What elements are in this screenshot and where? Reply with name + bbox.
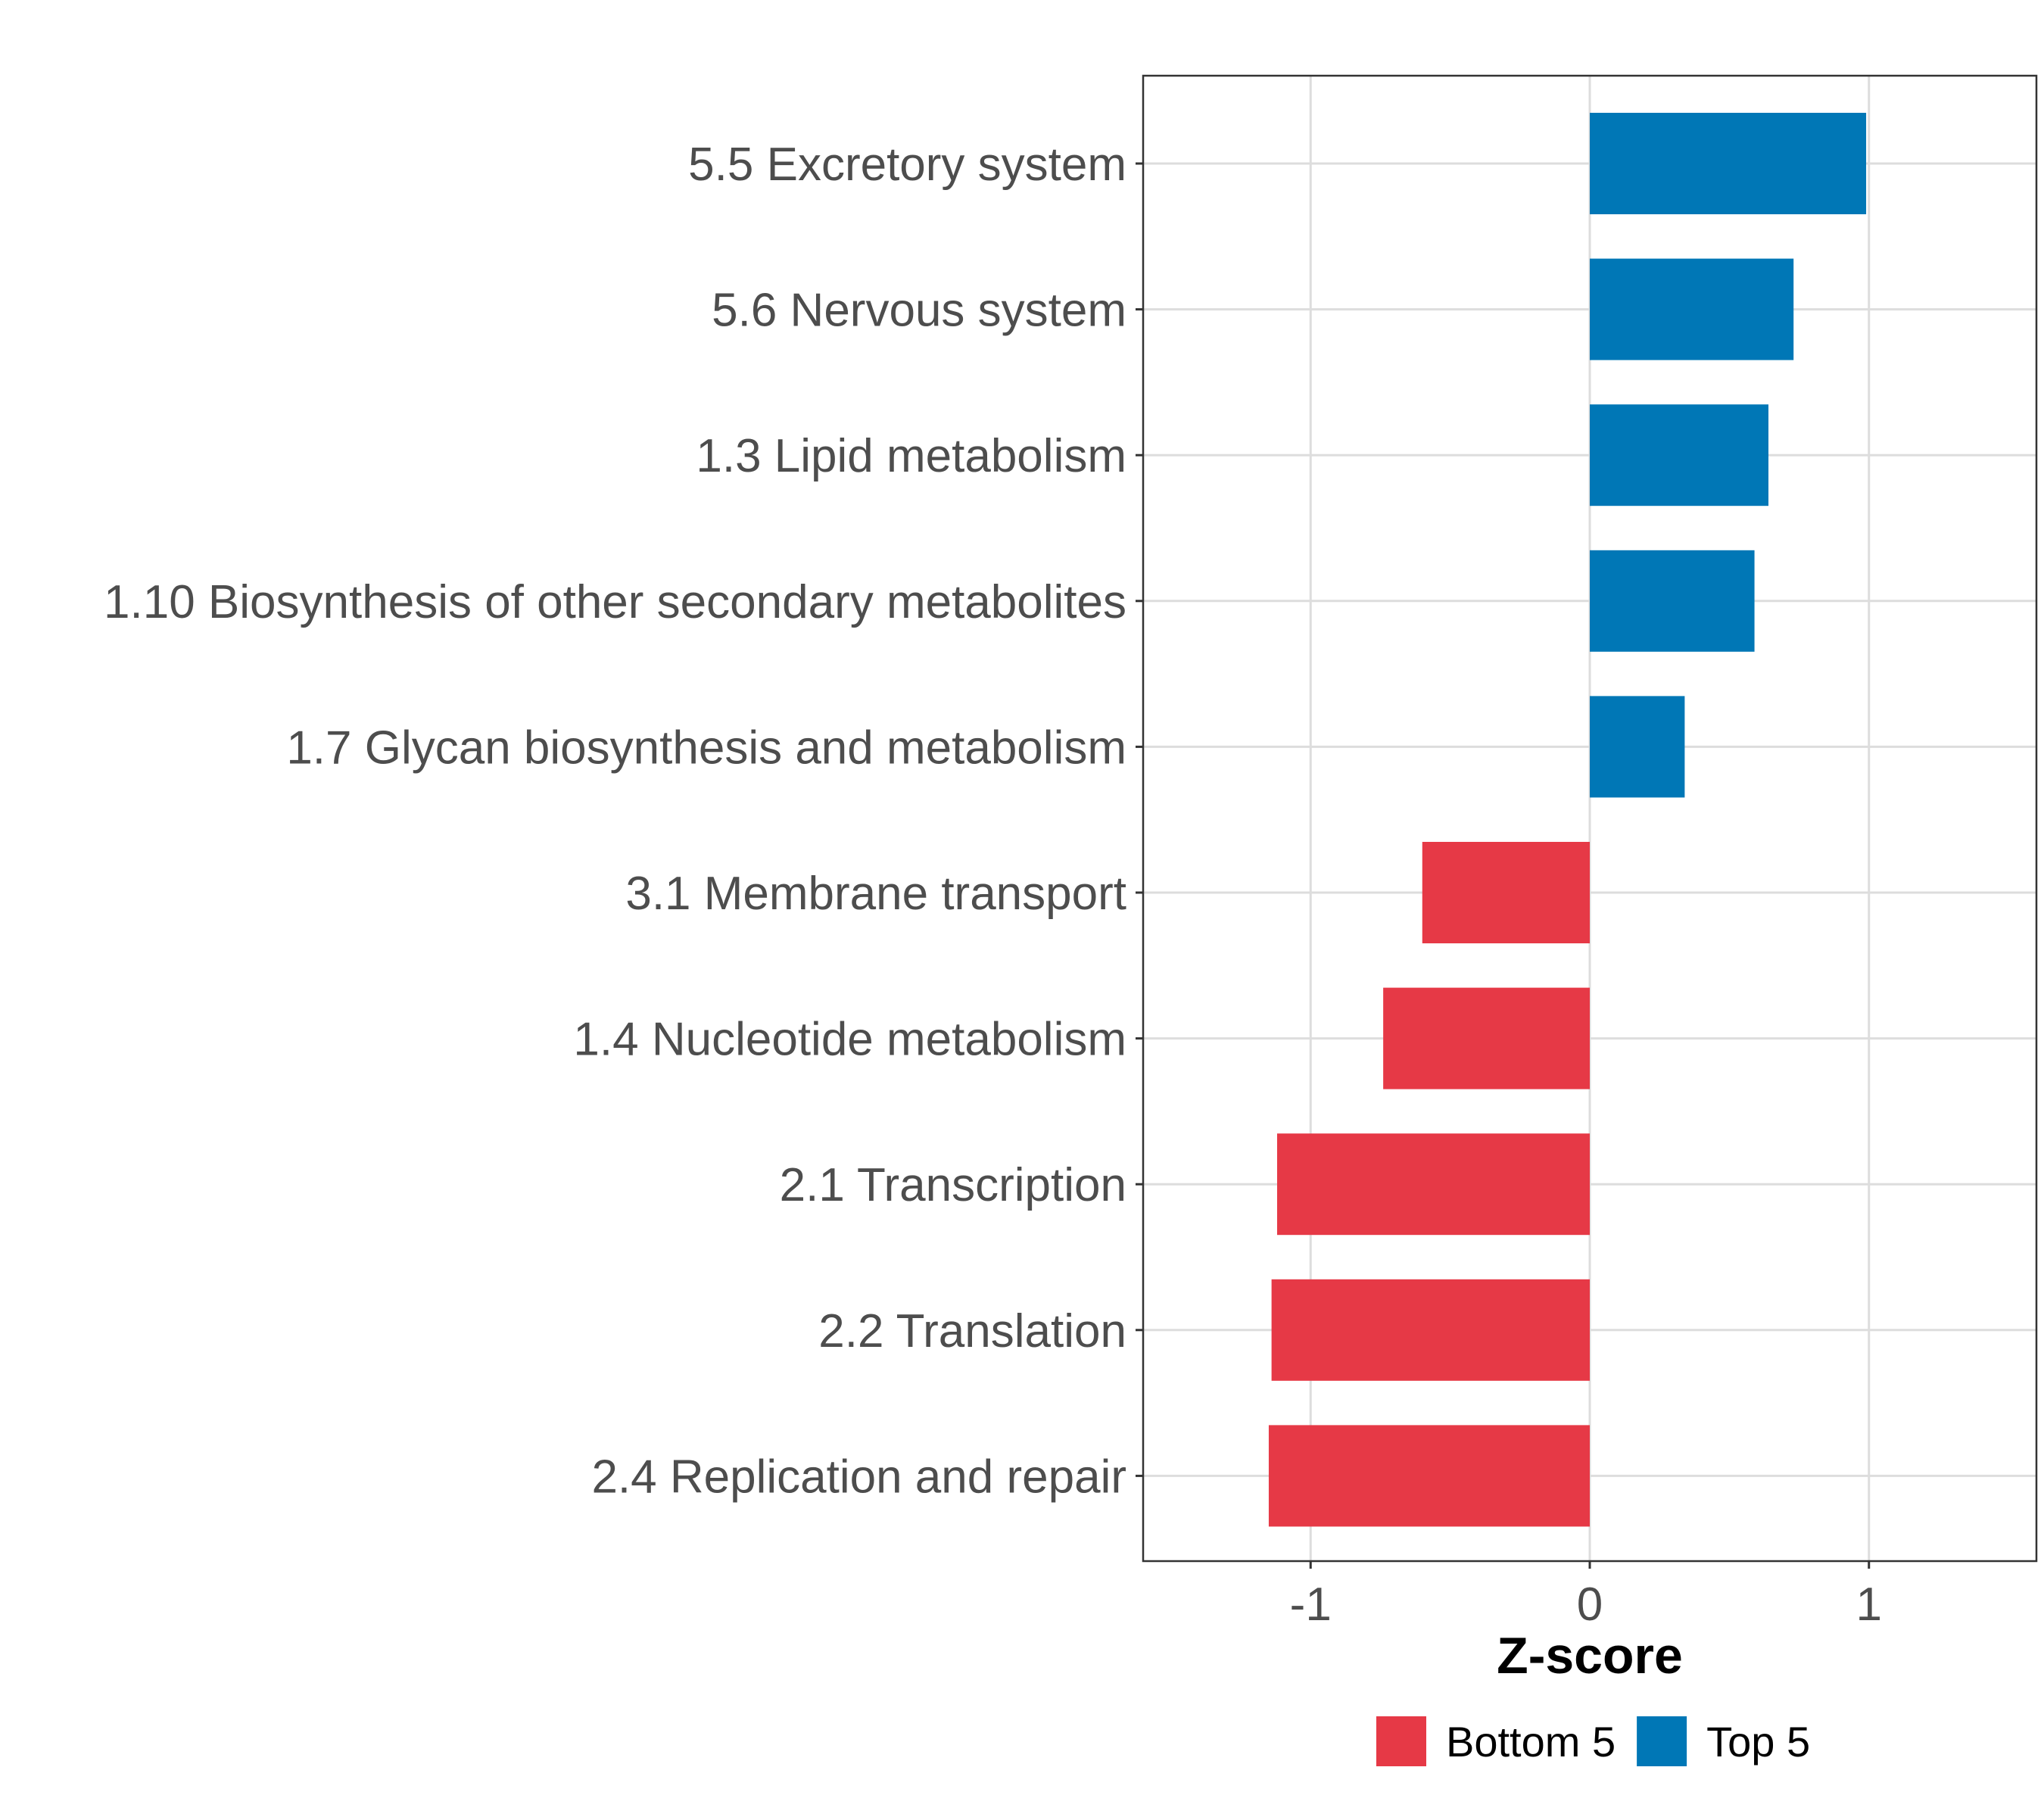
legend-key-1 — [1376, 1716, 1426, 1766]
x-axis-title: Z-score — [1497, 1627, 1683, 1685]
y-tick-label: 5.5 Excretory system — [688, 139, 1126, 191]
legend-key-2 — [1637, 1716, 1687, 1766]
y-tick-label: 3.1 Membrane transport — [625, 868, 1126, 920]
y-tick-label: 5.6 Nervous system — [712, 285, 1126, 337]
bar-1 — [1590, 113, 1867, 214]
y-tick-label: 1.4 Nucleotide metabolism — [573, 1014, 1126, 1066]
bar-4 — [1590, 550, 1755, 652]
bar-9 — [1271, 1279, 1590, 1381]
y-tick-label: 1.10 Biosynthesis of other secondary met… — [104, 576, 1126, 628]
y-tick-label: 2.4 Replication and repair — [591, 1451, 1126, 1503]
y-axis: 5.5 Excretory system 5.6 Nervous system 1.… — [104, 139, 1143, 1503]
bar-5 — [1590, 696, 1685, 798]
legend-label-1: Bottom 5 — [1446, 1718, 1616, 1766]
y-tick-label: 1.7 Glycan biosynthesis and metabolism — [286, 722, 1126, 774]
legend: Bottom 5 Top 5 — [1376, 1716, 1810, 1766]
bar-6 — [1422, 842, 1590, 943]
legend-label-2: Top 5 — [1706, 1718, 1810, 1766]
y-tick-label: 2.1 Transcription — [780, 1159, 1126, 1211]
y-tick-label: 1.3 Lipid metabolism — [696, 430, 1126, 482]
bar-7 — [1383, 987, 1590, 1089]
x-axis: -1 0 1 — [1290, 1561, 1882, 1631]
bar-2 — [1590, 258, 1794, 360]
y-tick-label: 2.2 Translation — [818, 1305, 1126, 1357]
bars — [1268, 113, 1867, 1527]
bar-10 — [1268, 1425, 1590, 1527]
x-tick-label: 1 — [1856, 1579, 1882, 1631]
bar-3 — [1590, 404, 1768, 506]
bar-8 — [1277, 1133, 1590, 1236]
x-tick-label: -1 — [1290, 1579, 1332, 1631]
x-tick-label: 0 — [1577, 1579, 1603, 1631]
